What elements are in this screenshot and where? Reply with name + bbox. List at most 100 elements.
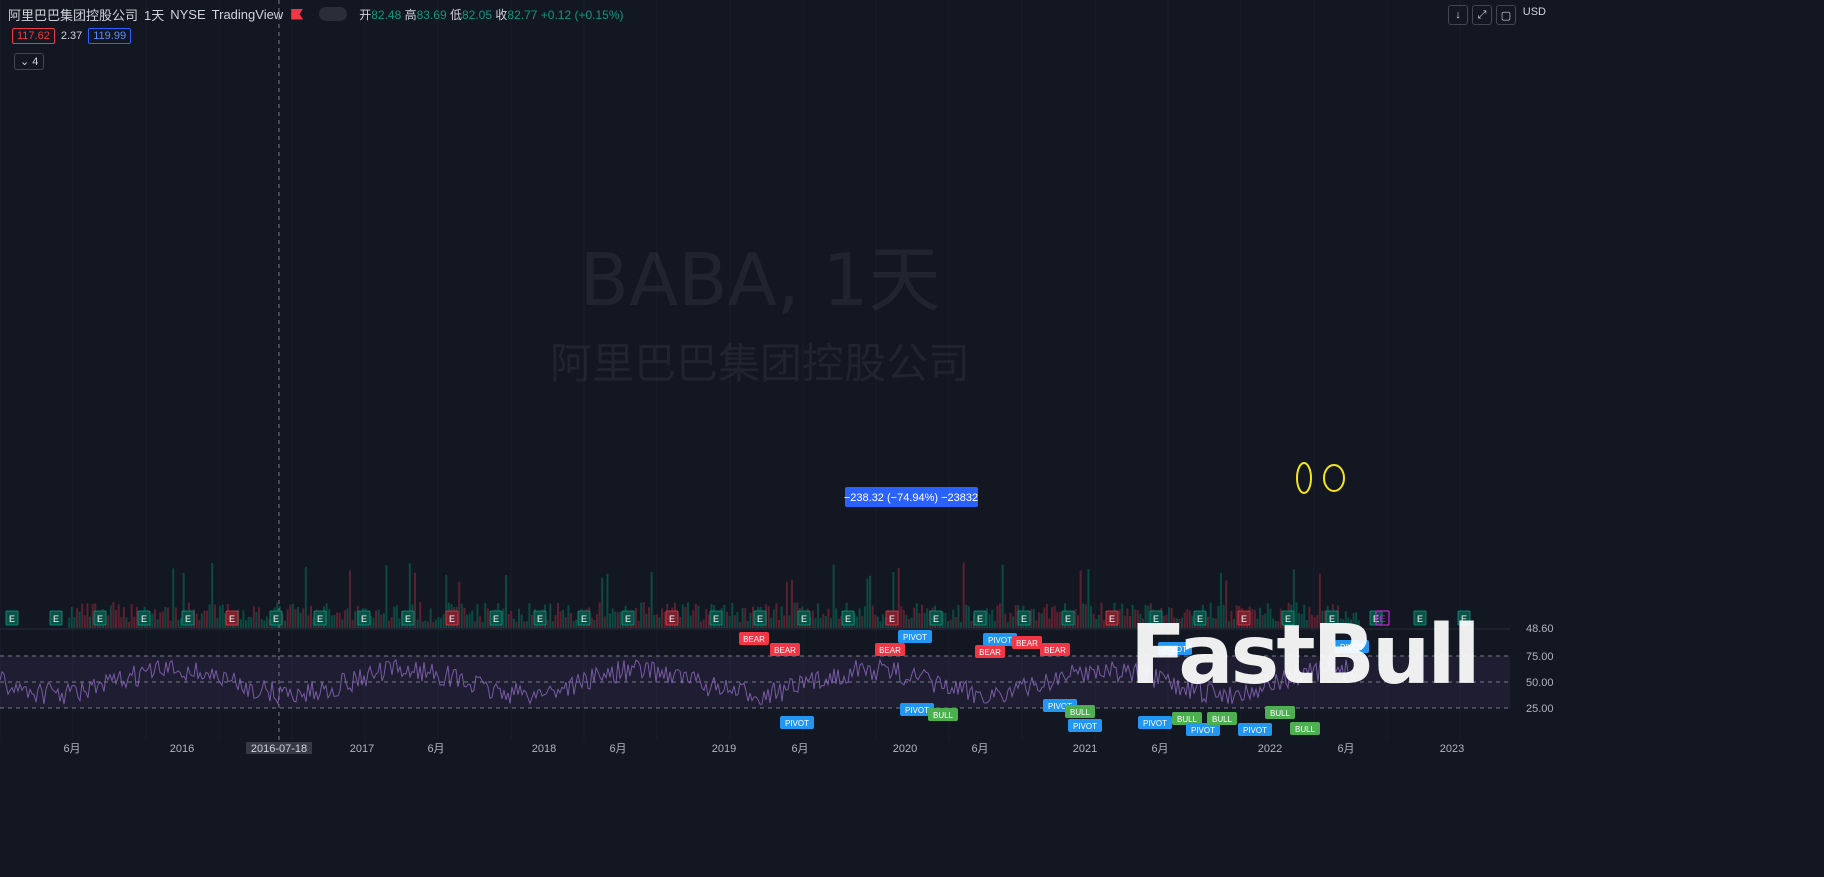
volume-bar xyxy=(255,611,258,628)
volume-bar xyxy=(1162,615,1165,628)
volume-bar xyxy=(476,604,479,628)
volume-bar xyxy=(796,602,799,628)
volume-bar xyxy=(1175,618,1178,628)
volume-bar xyxy=(897,567,900,628)
close-label: 收 xyxy=(495,7,508,22)
signal-badge xyxy=(1290,722,1320,735)
volume-bar xyxy=(739,621,742,628)
volume-bar xyxy=(1136,610,1139,628)
volume-bar xyxy=(902,609,905,628)
volume-bar xyxy=(1308,606,1311,628)
volume-bar xyxy=(135,606,138,628)
volume-bar xyxy=(1357,620,1360,628)
interval[interactable]: 1天 xyxy=(144,7,165,23)
volume-bar xyxy=(1095,618,1098,628)
arrow-down-icon[interactable]: ↓ xyxy=(1448,5,1468,25)
price-tick-label: 48.60 xyxy=(1526,623,1554,635)
signal-label: BULL xyxy=(1212,715,1233,724)
volume-bar xyxy=(1186,609,1189,628)
volume-bar xyxy=(658,617,661,628)
volume-bar xyxy=(505,575,508,628)
volume-bar xyxy=(619,611,622,628)
volume-bar xyxy=(385,565,388,628)
volume-bar xyxy=(986,608,989,628)
volume-bar xyxy=(874,614,877,628)
toggle-pill[interactable] xyxy=(319,7,348,21)
price-chart[interactable]: 0(318.93)0.236(257.26)0.382(219.10)0.5(1… xyxy=(0,0,1568,754)
indicators-collapse-button[interactable]: ⌄ 4 xyxy=(14,53,45,70)
earnings-label: E xyxy=(713,614,719,624)
volume-bar xyxy=(346,608,349,628)
earnings-marker xyxy=(841,610,855,626)
volume-bar xyxy=(520,614,523,628)
volume-bar xyxy=(900,606,903,628)
volume-bar xyxy=(830,618,833,628)
time-axis[interactable]: 6月 2016 2016-07-18 2017 6月 2018 6月 2019 6月 2020 6月… xyxy=(63,742,1464,754)
volume-bar xyxy=(697,605,700,628)
symbol-name[interactable]: 阿里巴巴集团控股公司 xyxy=(8,7,139,23)
volume-bar xyxy=(1147,605,1150,628)
volume-bar xyxy=(408,563,411,628)
earnings-label: E xyxy=(53,614,59,624)
signal-badge xyxy=(1068,719,1102,732)
volume-bar xyxy=(645,613,648,628)
flag-icon[interactable] xyxy=(291,8,304,20)
volume-bar xyxy=(164,606,167,628)
volume-bar xyxy=(1142,618,1145,628)
volume-bar xyxy=(213,604,216,628)
low-label: 低 xyxy=(449,7,462,22)
signal-badge xyxy=(1186,723,1220,736)
currency-label[interactable]: USD xyxy=(1522,6,1546,18)
volume-bar xyxy=(1251,609,1254,628)
snapshot-icon[interactable]: ▢ xyxy=(1496,5,1516,25)
volume-bar xyxy=(1303,604,1306,628)
earnings-marker xyxy=(1105,610,1119,626)
volume-bar xyxy=(304,566,307,628)
time-tick-label: 6月 xyxy=(971,743,988,754)
change-value: +0.12 (+0.15%) xyxy=(540,7,624,22)
volume-bar xyxy=(1298,613,1301,628)
time-tick-label: 2023 xyxy=(1440,743,1464,754)
volume-bar xyxy=(510,610,513,628)
rsi-panel xyxy=(0,655,1510,709)
volume-bar xyxy=(177,619,180,628)
volume-bar xyxy=(1295,602,1298,628)
earnings-label: E xyxy=(1379,614,1385,624)
signal-label: PIVOT xyxy=(1073,722,1097,731)
time-tick-label: 2020 xyxy=(893,743,917,754)
earnings-marker xyxy=(929,610,943,626)
name-watermark: 阿里巴巴集团控股公司 xyxy=(550,339,970,388)
volume-bar xyxy=(1103,620,1106,628)
volume-bar xyxy=(1264,613,1267,628)
volume-bar xyxy=(437,617,440,628)
indicator-legend[interactable]: 117.62 2.37 119.99 xyxy=(12,28,132,44)
signal-badge xyxy=(983,633,1017,646)
volume-bar xyxy=(1272,618,1275,628)
earnings-label: E xyxy=(449,614,455,624)
volume-bar xyxy=(858,608,861,628)
volume-bar xyxy=(325,603,328,628)
volume-bar xyxy=(1191,615,1194,628)
earnings-marker xyxy=(93,610,107,626)
volume-bar xyxy=(609,613,612,628)
volume-bar xyxy=(473,621,476,628)
earnings-label: E xyxy=(1021,614,1027,624)
volume-bar xyxy=(130,603,133,628)
measure-badge xyxy=(845,487,978,507)
volume-bar xyxy=(1277,621,1280,628)
earnings-label: E xyxy=(361,614,367,624)
time-tick-label: 6月 xyxy=(427,743,444,754)
volume-bar xyxy=(73,617,76,628)
volume-bar xyxy=(731,602,734,628)
volume-bar xyxy=(947,621,950,628)
signal-label: BEAR xyxy=(1016,639,1038,648)
volume-bar xyxy=(744,607,747,628)
price-axis[interactable]: 340.00300.00260.00230.00210.00190.00170.… xyxy=(1518,0,1568,754)
volume-bar xyxy=(198,620,201,628)
volume-bar xyxy=(991,609,994,628)
indicator-value-1: 117.62 xyxy=(12,28,55,44)
volume-bar xyxy=(1222,604,1225,628)
fullscreen-icon[interactable]: ⤢ xyxy=(1472,5,1492,25)
volume-bar xyxy=(216,617,219,628)
volume-bar xyxy=(76,608,79,628)
